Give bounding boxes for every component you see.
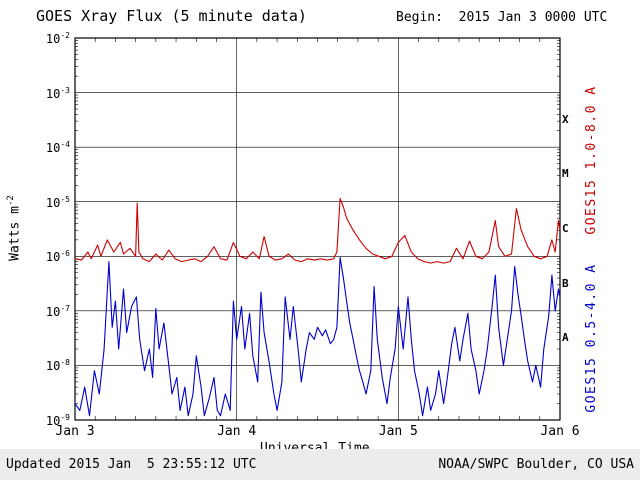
flare-class-letter-x: X xyxy=(562,112,569,126)
y-tick-label: 10-3 xyxy=(45,85,70,101)
y-tick-label: 10-8 xyxy=(45,358,70,374)
flare-class-letter-m: M xyxy=(562,167,569,181)
series-line-short xyxy=(74,256,561,417)
y-axis-title-base: Watts m xyxy=(7,206,23,261)
source-attribution: NOAA/SWPC Boulder, CO USA xyxy=(438,457,634,472)
y-tick-label: 10-4 xyxy=(45,140,70,156)
x-tick-label: Jan 4 xyxy=(217,424,257,439)
updated-timestamp: Updated 2015 Jan 5 23:55:12 UTC xyxy=(6,457,257,472)
plot-frame xyxy=(74,37,561,421)
x-tick-label: Jan 5 xyxy=(378,424,418,439)
goes15-long-channel-label: GOES15 1.0-8.0 A xyxy=(584,85,599,235)
y-tick-label: 10-5 xyxy=(45,194,70,210)
x-tick-label: Jan 3 xyxy=(55,424,95,439)
begin-time-label: Begin: 2015 Jan 3 0000 UTC xyxy=(396,10,608,25)
x-tick-label: Jan 6 xyxy=(540,424,580,439)
chart-title: GOES Xray Flux (5 minute data) xyxy=(36,7,307,25)
goes15-short-channel-label: GOES15 0.5-4.0 A xyxy=(584,263,599,413)
y-axis-title: Watts m-2 xyxy=(6,128,22,328)
series-line-long xyxy=(74,197,561,264)
y-tick-label: 10-7 xyxy=(45,303,70,319)
y-axis-title-exponent: -2 xyxy=(6,195,16,207)
flare-class-letter-c: C xyxy=(562,222,569,235)
flare-class-letter-a: A xyxy=(562,331,569,345)
footer-strip xyxy=(0,449,640,480)
y-tick-label: 10-2 xyxy=(45,31,70,46)
y-tick-label: 10-9 xyxy=(45,413,70,428)
y-tick-label: 10-6 xyxy=(45,249,70,265)
flare-class-letter-b: B xyxy=(562,276,569,290)
